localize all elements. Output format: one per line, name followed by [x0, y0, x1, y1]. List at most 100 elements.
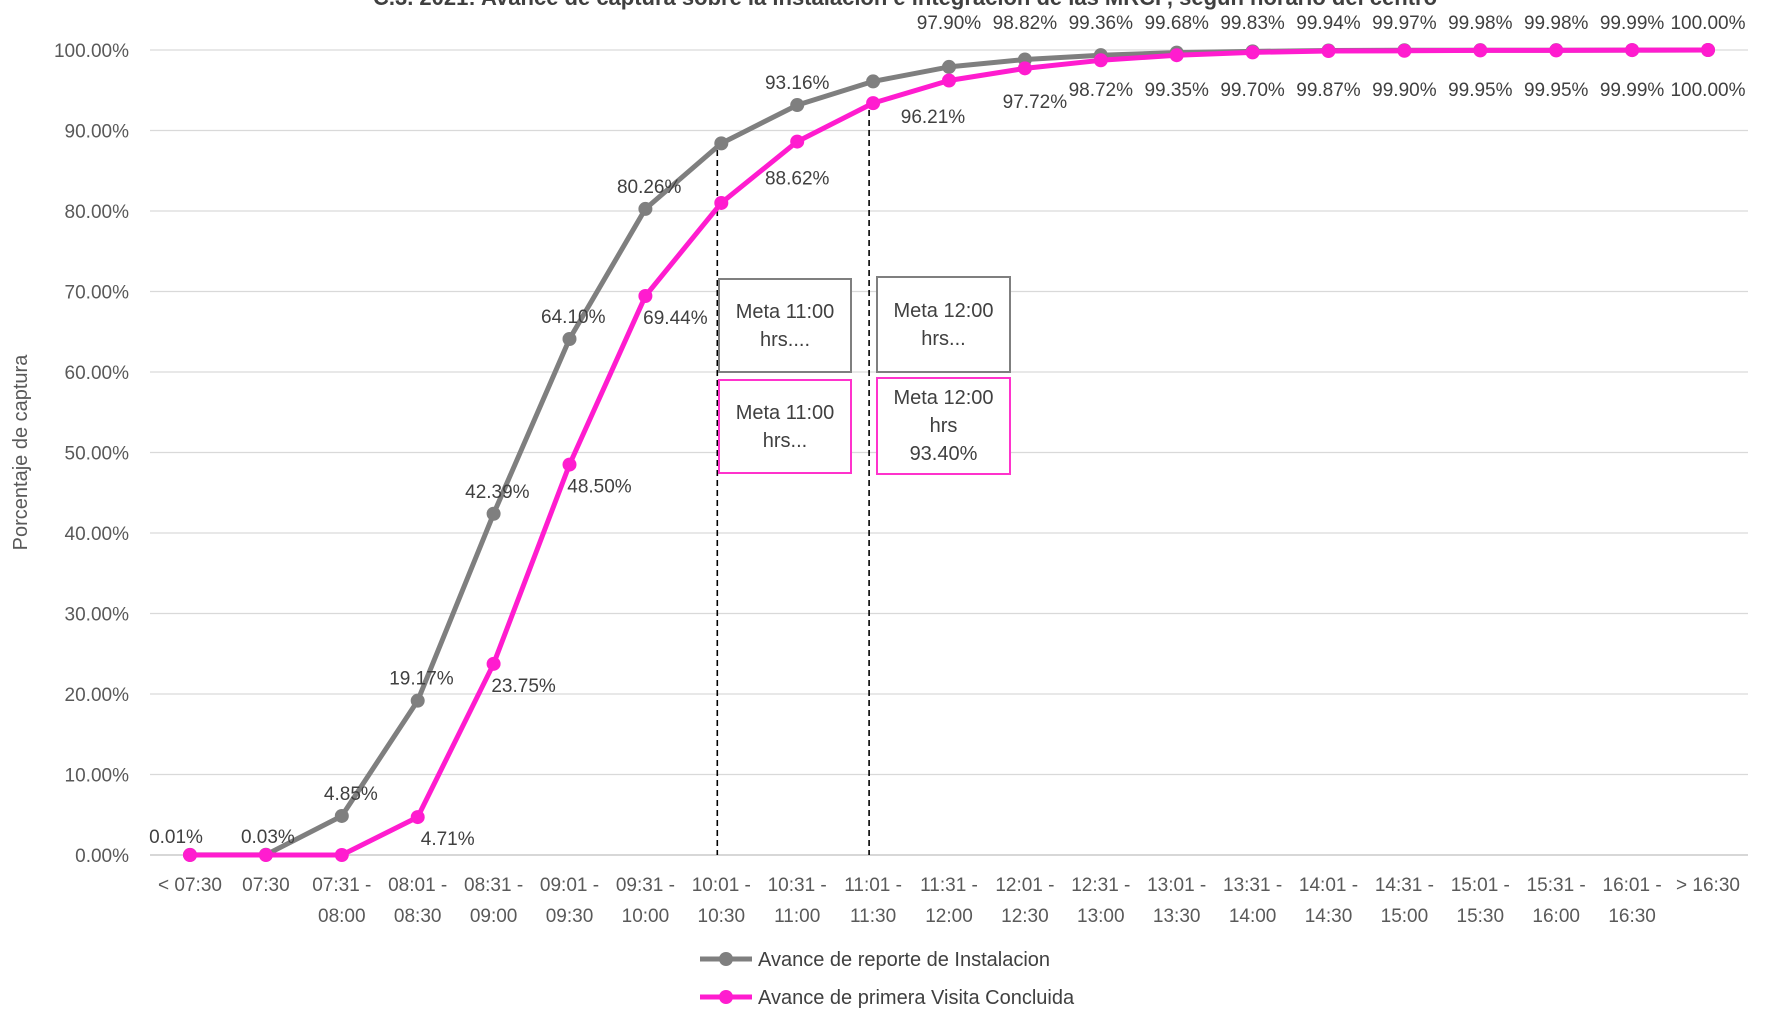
x-tick-label: 16:01 -: [1603, 875, 1662, 896]
series-0-data-label: 100.00%: [1670, 13, 1745, 34]
reference-lines: [716, 100, 870, 855]
annotation-line: hrs: [929, 415, 958, 437]
series-0-data-label: 42.39%: [465, 482, 530, 503]
series-1-data-label: 48.50%: [567, 477, 632, 498]
annotation-meta-1100-visita: Meta 11:00 hrs...: [718, 379, 852, 474]
x-tick-label: 15:30: [1457, 906, 1505, 927]
y-tick-label: 10.00%: [65, 766, 130, 787]
series-1-data-label: 99.99%: [1600, 80, 1665, 101]
x-tick-label: 12:30: [1001, 906, 1049, 927]
series-1-marker: [714, 195, 729, 210]
x-tick-label: 11:00: [774, 906, 820, 927]
data-labels: 0.01% 0.03% 4.85% 19.17% 42.39% 64.10% 80.26% 9…: [149, 13, 1746, 850]
series-0-data-label: 19.17%: [389, 669, 454, 690]
x-tick-label: 08:30: [394, 906, 442, 927]
x-tick-label: 09:30: [546, 906, 594, 927]
x-tick-label: 08:01 -: [388, 875, 447, 896]
y-tick-label: 50.00%: [65, 444, 130, 465]
axes: 0.00% 10.00% 20.00% 30.00% 40.00% 50.00% 60.00…: [10, 41, 1740, 927]
series-0-data-label: 0.01%: [149, 827, 203, 848]
series-0-marker: [942, 59, 956, 74]
series-0-data-label: 93.16%: [765, 73, 830, 94]
series-1-data-label: 99.35%: [1144, 80, 1209, 101]
y-tick-label: 80.00%: [65, 202, 130, 223]
series-1-marker: [1245, 45, 1260, 60]
series-1-marker: [486, 656, 501, 671]
series-0-data-label: 99.98%: [1448, 13, 1513, 34]
x-tick-label: 09:00: [470, 906, 518, 927]
x-tick-label: 16:00: [1532, 906, 1580, 927]
x-tick-label: 07:31 -: [312, 875, 371, 896]
legend-swatch-marker: [719, 952, 733, 966]
series-1-marker: [1169, 48, 1184, 63]
x-tick-label: 08:31 -: [464, 875, 523, 896]
series-0-data-label: 99.36%: [1069, 13, 1134, 34]
x-tick-label: 10:30: [698, 906, 746, 927]
x-tick-label: 15:00: [1381, 906, 1429, 927]
series-0-marker: [638, 201, 653, 216]
x-tick-label: < 07:30: [158, 875, 222, 896]
series-1-marker: [638, 289, 653, 304]
annotation-line: hrs...: [762, 429, 808, 452]
series-1-data-label: 99.87%: [1296, 80, 1361, 101]
series-0-marker: [562, 331, 577, 346]
chart-title: C.3. 2021: Avance de captura sobre la in…: [373, 0, 1437, 10]
annotation-meta-1200-instalacion: Meta 12:00 hrs...: [876, 276, 1011, 373]
x-tick-label: 10:01 -: [692, 875, 751, 896]
series-0-data-label: 80.26%: [617, 177, 682, 198]
series-0-marker: [410, 693, 425, 708]
series-1-marker: [334, 848, 349, 862]
x-tick-label: 07:30: [242, 875, 290, 896]
series-1-data-label: 97.72%: [1003, 92, 1068, 113]
legend-item-1: Avance de primera Visita Concluida: [700, 987, 1075, 1009]
x-tick-label: 13:00: [1077, 906, 1125, 927]
annotation-line: Meta 12:00: [893, 299, 994, 322]
series-1-marker: [1701, 43, 1715, 57]
annotation-line: Meta 12:00: [893, 387, 994, 409]
series-0-marker: [714, 136, 729, 151]
annotation-line: hrs....: [759, 328, 810, 351]
x-tick-label: 12:01 -: [995, 875, 1054, 896]
series-1-data-label: 98.72%: [1069, 80, 1134, 101]
series-0-marker: [866, 74, 881, 89]
series-1-marker: [1321, 44, 1336, 59]
series-1-data-label: 23.75%: [491, 676, 556, 697]
series-1-marker: [1625, 43, 1640, 58]
x-tick-label: 15:31 -: [1527, 875, 1586, 896]
y-tick-label: 0.00%: [75, 846, 129, 867]
series-0-data-label: 99.83%: [1220, 13, 1285, 34]
x-tick-label: 11:01 -: [844, 875, 902, 896]
series-1-marker: [1549, 43, 1564, 58]
x-tick-label: 14:31 -: [1375, 875, 1434, 896]
x-tick-label: 11:30: [850, 906, 896, 927]
x-tick-label: 13:01 -: [1147, 875, 1206, 896]
y-tick-label: 60.00%: [65, 363, 130, 384]
annotation-line: hrs...: [921, 327, 966, 350]
x-tick-label: 14:01 -: [1299, 875, 1358, 896]
series-1-data-label: 69.44%: [643, 308, 708, 329]
series-1-marker: [1473, 43, 1488, 58]
x-tick-label: 13:30: [1153, 906, 1201, 927]
series-0-data-label: 97.90%: [917, 13, 982, 34]
y-tick-label: 100.00%: [54, 41, 129, 62]
series-1-data-label: 99.70%: [1220, 80, 1285, 101]
series-1-data-label: 4.71%: [421, 829, 475, 850]
series-0-data-label: 99.68%: [1144, 13, 1209, 34]
y-tick-label: 40.00%: [65, 524, 130, 545]
x-tick-label: 11:31 -: [920, 875, 978, 896]
x-tick-label: 10:31 -: [768, 875, 827, 896]
series-1-marker: [1397, 43, 1412, 58]
x-tick-label: 12:00: [925, 906, 973, 927]
legend-label: Avance de primera Visita Concluida: [758, 987, 1075, 1009]
legend-item-0: Avance de reporte de Instalacion: [700, 949, 1050, 971]
series-1-marker: [562, 457, 577, 472]
series-0-data-label: 99.97%: [1372, 13, 1437, 34]
y-tick-label: 90.00%: [65, 122, 130, 143]
series-1-marker: [410, 810, 425, 825]
annotation-meta-1100-instalacion: Meta 11:00 hrs....: [718, 278, 852, 373]
annotation-line: Meta 11:00: [735, 300, 835, 323]
y-tick-label: 20.00%: [65, 685, 130, 706]
series-1-data-label: 100.00%: [1670, 80, 1745, 101]
series-0-data-label: 99.98%: [1524, 13, 1589, 34]
